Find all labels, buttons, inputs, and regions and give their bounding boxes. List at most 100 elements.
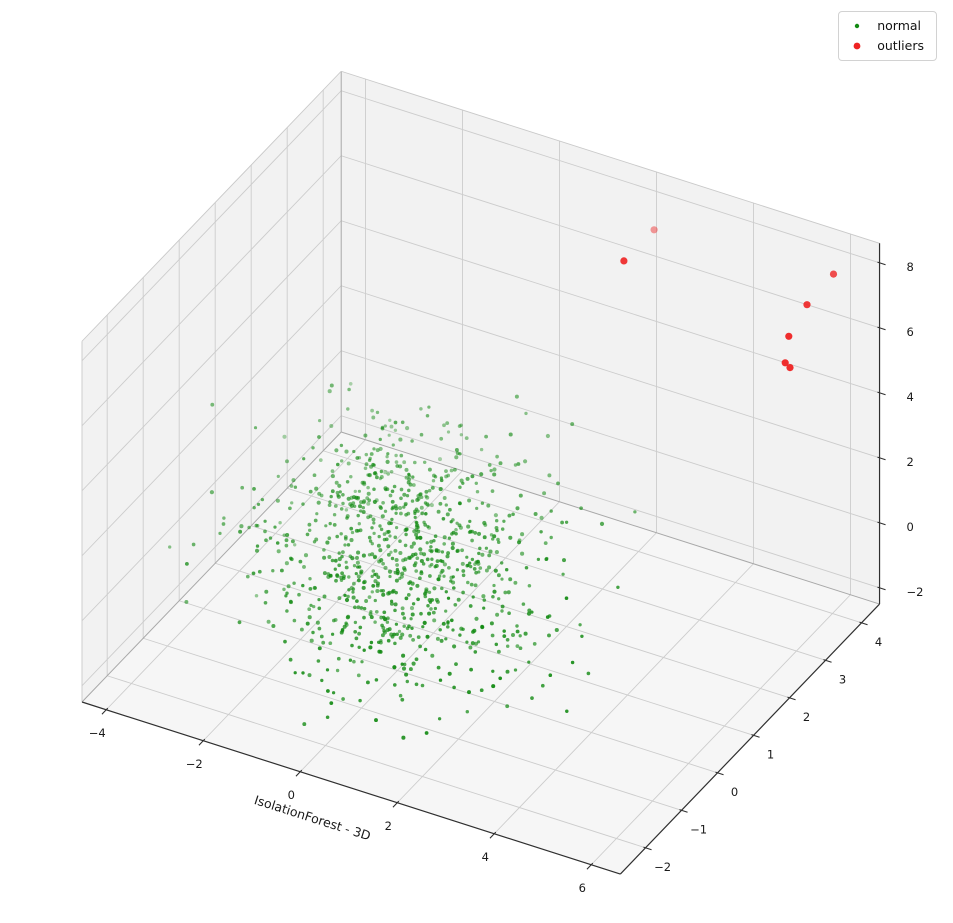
normal-point [307,615,312,620]
normal-point [502,629,506,633]
normal-point [466,563,470,568]
grid-line-x-floor [493,563,754,835]
normal-point [395,563,399,567]
normal-point [547,473,552,478]
normal-point [419,432,424,437]
normal-point [346,594,350,599]
normal-point [322,555,327,560]
normal-point [475,489,480,494]
normal-point [373,598,377,603]
normal-point [357,645,361,650]
grid-line-z-left [81,415,342,687]
normal-point [459,423,463,427]
normal-point [418,535,423,540]
normal-point [395,464,400,468]
normal-point [356,578,361,583]
normal-point [255,548,259,553]
y-axis-tick-label: 4 [875,635,882,649]
normal-point [329,424,334,428]
normal-point [465,640,469,644]
normal-point [355,555,359,560]
normal-point [284,561,289,566]
normal-point [329,494,333,499]
normal-point [494,642,499,647]
normal-point [477,551,481,556]
normal-point [352,449,356,454]
normal-point [371,584,376,588]
normal-point [314,486,319,491]
normal-point [492,534,497,539]
normal-point [441,621,446,626]
normal-point [455,548,460,553]
normal-point [505,704,510,709]
normal-point [222,516,226,520]
normal-point [372,521,376,525]
normal-point [415,583,420,588]
normal-point [422,620,427,625]
normal-point [367,458,372,462]
normal-point [479,472,484,477]
normal-point [221,522,226,526]
normal-point [395,632,399,637]
normal-point [387,433,391,437]
normal-point [543,541,548,545]
normal-point [500,604,505,609]
normal-point [297,592,301,597]
z-axis-tick-label: 0 [907,520,914,534]
normal-point [500,561,504,565]
normal-point [514,394,519,399]
normal-point [511,633,515,637]
normal-point [403,503,408,507]
normal-point [444,609,448,613]
normal-point [385,487,390,491]
normal-point [308,577,312,581]
normal-point [446,620,450,624]
normal-point [402,624,406,628]
normal-point [370,552,375,557]
normal-point [271,623,276,629]
normal-point [515,506,520,511]
normal-point [446,551,451,556]
normal-point [364,462,369,467]
normal-point [344,449,349,454]
normal-point [322,571,327,576]
normal-point [401,735,406,740]
normal-point [511,512,515,517]
normal-point [448,507,452,512]
normal-point [521,602,526,606]
normal-point [345,516,349,520]
legend-marker-outliers [853,42,861,50]
normal-point [342,624,347,629]
grid-line-x-floor [202,470,463,742]
normal-point [330,632,335,636]
normal-point [359,509,363,513]
normal-point [513,463,518,467]
normal-point [374,609,379,614]
normal-point [407,624,411,628]
normal-point [369,452,374,456]
normal-point [421,625,425,629]
normal-point [491,595,495,599]
normal-point [392,632,397,637]
pane-border-left-top [81,70,342,342]
normal-point [299,627,304,632]
normal-point [492,472,497,477]
normal-point [394,525,399,530]
normal-point [256,502,261,507]
normal-point [425,557,430,562]
normal-point [407,488,411,493]
grid-line-y-floor [143,637,682,811]
normal-point [367,595,372,599]
normal-point [458,501,462,506]
legend-item-outliers: outliers [849,39,924,53]
pane-seam-floor-left [81,431,342,703]
normal-point [488,549,493,554]
normal-point [426,524,430,529]
z-axis-tick-label: 2 [907,455,914,469]
normal-point [394,557,399,563]
normal-point [416,597,420,602]
normal-point [349,503,354,508]
normal-point [328,521,332,526]
normal-point [480,552,485,557]
normal-point [413,460,417,465]
